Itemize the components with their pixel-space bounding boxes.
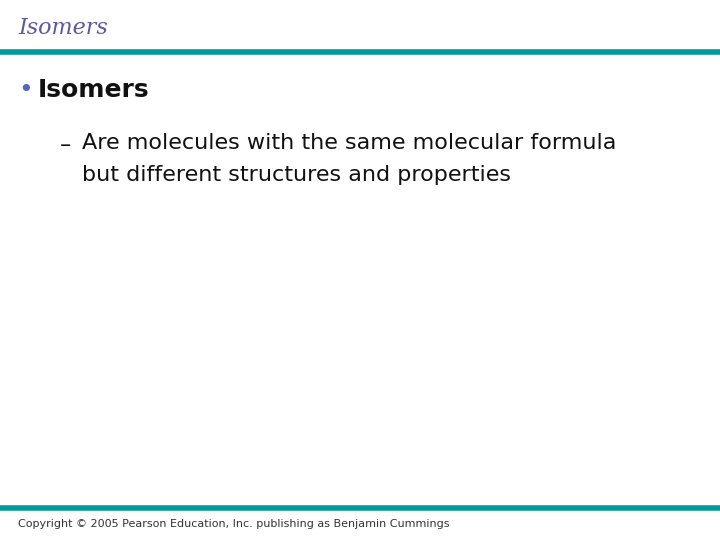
Text: but different structures and properties: but different structures and properties: [82, 165, 511, 185]
Text: Copyright © 2005 Pearson Education, Inc. publishing as Benjamin Cummings: Copyright © 2005 Pearson Education, Inc.…: [18, 519, 449, 529]
Text: Isomers: Isomers: [18, 17, 108, 39]
Text: –: –: [60, 135, 71, 155]
Text: Isomers: Isomers: [38, 78, 150, 102]
Text: •: •: [18, 78, 32, 102]
Text: Are molecules with the same molecular formula: Are molecules with the same molecular fo…: [82, 133, 616, 153]
